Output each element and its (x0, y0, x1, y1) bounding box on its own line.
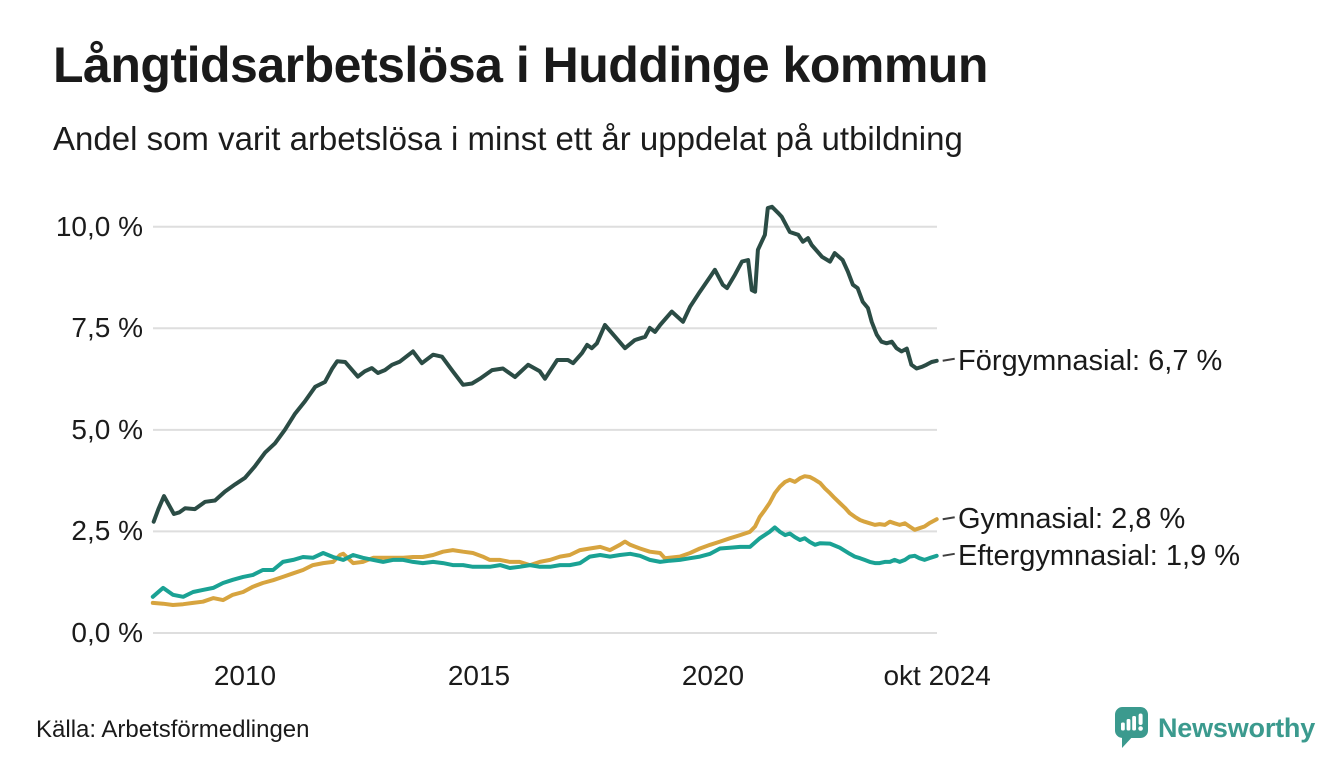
x-axis-tick-label: 2010 (213, 660, 277, 691)
x-axis-tick-label: okt 2024 (883, 660, 991, 691)
series-end-label-forgymnasial: Förgymnasial: 6,7 % (958, 344, 1223, 377)
newsworthy-logo-icon (1114, 706, 1149, 750)
y-axis-tick-label: 7,5 % (71, 312, 143, 344)
label-connector-dash (942, 552, 955, 557)
y-axis-tick-label: 5,0 % (71, 413, 143, 445)
x-axis-tick-label: 2015 (447, 660, 511, 691)
y-axis-tick-label: 2,5 % (71, 515, 143, 547)
series-line-gymnasial (150, 474, 939, 607)
newsworthy-wordmark: Newsworthy (1158, 712, 1316, 743)
series-end-label-gymnasial: Gymnasial: 2,8 % (958, 503, 1186, 536)
series-line-eftergymnasial (150, 525, 939, 599)
series-end-label-eftergymnasial: Eftergymnasial: 1,9 % (958, 539, 1241, 572)
x-axis-tick-label: 2020 (681, 660, 745, 691)
y-axis-tick-label: 10,0 % (55, 210, 143, 242)
page-subtitle: Andel som varit arbetslösa i minst ett å… (53, 120, 963, 157)
label-connector-dash (942, 516, 955, 521)
page-title: Långtidsarbetslösa i Huddinge kommun (53, 37, 988, 93)
newsworthy-brand[interactable]: Newsworthy (1114, 706, 1315, 750)
series-line-förgymnasial (151, 204, 939, 524)
label-connector-dash (942, 357, 955, 362)
source-note: Källa: Arbetsförmedlingen (36, 716, 310, 743)
y-axis-tick-label: 0,0 % (71, 617, 143, 648)
